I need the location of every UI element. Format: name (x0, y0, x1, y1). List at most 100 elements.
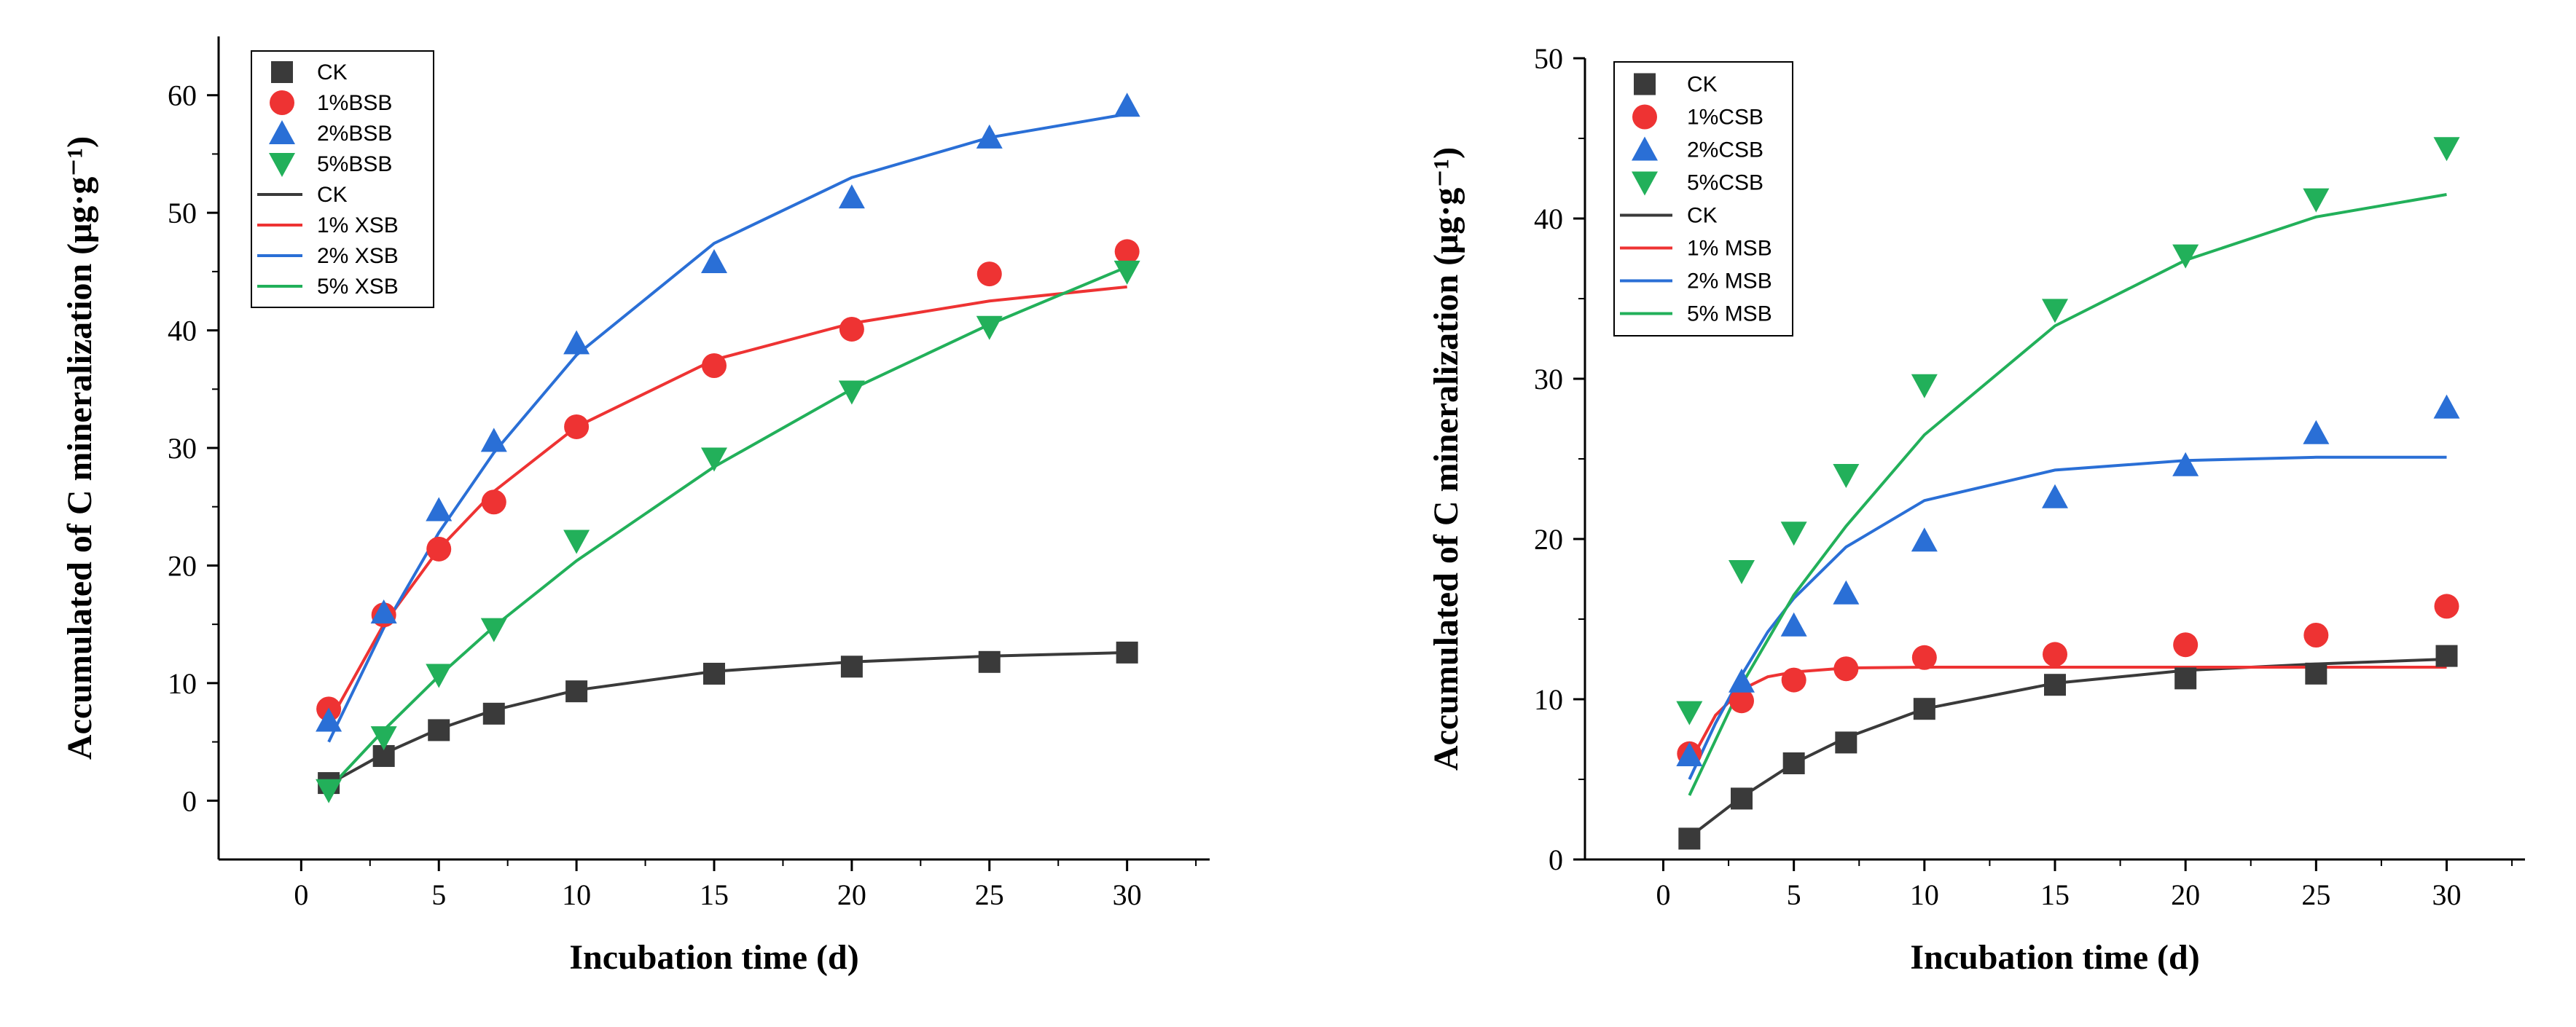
x-axis-title: Incubation time (d) (1910, 938, 2199, 977)
legend-label: 1% MSB (1687, 237, 1772, 261)
data-point (2044, 674, 2066, 696)
data-point (2042, 299, 2068, 323)
data-point (978, 650, 1001, 673)
data-point (564, 414, 590, 439)
data-point (701, 248, 727, 273)
x-axis-title: Incubation time (d) (569, 938, 858, 977)
data-point (316, 707, 342, 732)
x-tick-label: 10 (562, 878, 591, 911)
x-tick-label: 20 (2171, 878, 2200, 911)
data-point (1676, 742, 1703, 766)
data-point (563, 530, 590, 554)
data-point (1114, 239, 1140, 264)
y-tick-label: 60 (168, 79, 197, 112)
data-point (976, 261, 1002, 287)
data-point (2303, 188, 2330, 213)
data-point (2433, 394, 2460, 419)
data-point (2173, 632, 2199, 658)
legend-label: 5% MSB (1687, 302, 1772, 326)
legend-label: CK (1687, 204, 1718, 228)
data-point (1780, 522, 1807, 546)
fit-line (327, 112, 1128, 743)
y-tick-label: 50 (1534, 42, 1563, 75)
data-point (316, 779, 342, 803)
data-point (2433, 137, 2460, 162)
legend-marker (1632, 104, 1657, 130)
legend-label: 2%CSB (1687, 138, 1763, 162)
data-point (1781, 667, 1806, 693)
data-point (426, 536, 452, 562)
fit-line (328, 650, 1127, 786)
legend-marker (269, 153, 295, 177)
data-point (1113, 260, 1140, 285)
data-point (2043, 642, 2067, 667)
data-point (1731, 787, 1753, 810)
data-point (2172, 452, 2199, 476)
legend-marker (270, 90, 294, 115)
legend-label: 5%CSB (1687, 171, 1763, 195)
data-point (428, 719, 450, 741)
y-tick-label: 20 (168, 549, 197, 582)
data-point (426, 664, 453, 688)
data-point (1729, 688, 1754, 714)
y-tick-label: 10 (1534, 683, 1563, 716)
y-tick-label: 30 (1534, 363, 1563, 396)
data-point (482, 702, 505, 725)
legend-label: 2% XSB (317, 244, 399, 268)
data-point (370, 726, 397, 751)
data-point (1676, 701, 1703, 725)
y-tick-label: 30 (168, 432, 197, 465)
legend-marker (1632, 171, 1658, 196)
data-point (1911, 645, 1937, 670)
data-point (1911, 374, 1938, 398)
data-point (838, 380, 865, 405)
data-point (1913, 698, 1935, 720)
y-tick-label: 40 (1534, 202, 1563, 235)
x-tick-label: 30 (1113, 878, 1142, 911)
data-point (2305, 662, 2328, 685)
data-point (1678, 827, 1701, 850)
x-tick-label: 15 (700, 878, 729, 911)
data-point (1833, 580, 1860, 605)
y-axis-title: Accumulated of C mineralization (μg·g⁻¹) (1427, 147, 1465, 771)
legend-label: 1%CSB (1687, 106, 1763, 130)
fit-line (1688, 455, 2447, 780)
y-tick-label: 0 (182, 784, 197, 817)
x-tick-label: 0 (1656, 878, 1671, 911)
data-point (480, 428, 507, 452)
data-point (1782, 752, 1805, 774)
x-tick-label: 0 (294, 878, 308, 911)
x-tick-label: 20 (837, 878, 866, 911)
chart-right: 0 5 10 15 20 25 30 0 10 20 30 40 50 Incubation time (… (1427, 42, 2525, 977)
x-tick-label: 25 (2301, 878, 2330, 911)
data-point (480, 618, 507, 642)
legend-marker (269, 120, 295, 144)
data-point (481, 489, 506, 515)
data-point (1833, 464, 1860, 488)
data-point (976, 124, 1003, 149)
data-point (1911, 527, 1938, 552)
legend-marker (271, 61, 293, 83)
data-point (976, 315, 1003, 340)
legend-box (251, 50, 434, 308)
data-point (1729, 668, 1755, 693)
y-tick-label: 0 (1549, 843, 1563, 876)
data-point (2172, 244, 2199, 269)
x-tick-label: 25 (975, 878, 1004, 911)
y-axis-title: Accumulated of C mineralization (μg·g⁻¹) (60, 136, 99, 760)
data-point (1833, 656, 1859, 682)
data-point (840, 656, 863, 678)
y-tick-label: 20 (1534, 523, 1563, 556)
legend-label: CK (317, 183, 348, 207)
legend-label: 2% MSB (1687, 269, 1772, 294)
data-point (565, 680, 588, 703)
data-point (1116, 641, 1138, 664)
data-point (2434, 594, 2459, 619)
x-tick-label: 5 (1787, 878, 1801, 911)
data-point (838, 184, 865, 209)
fit-line (327, 285, 1127, 724)
data-point (426, 497, 453, 522)
fit-line (1688, 193, 2447, 796)
fit-line (327, 265, 1128, 790)
data-point (702, 353, 727, 378)
